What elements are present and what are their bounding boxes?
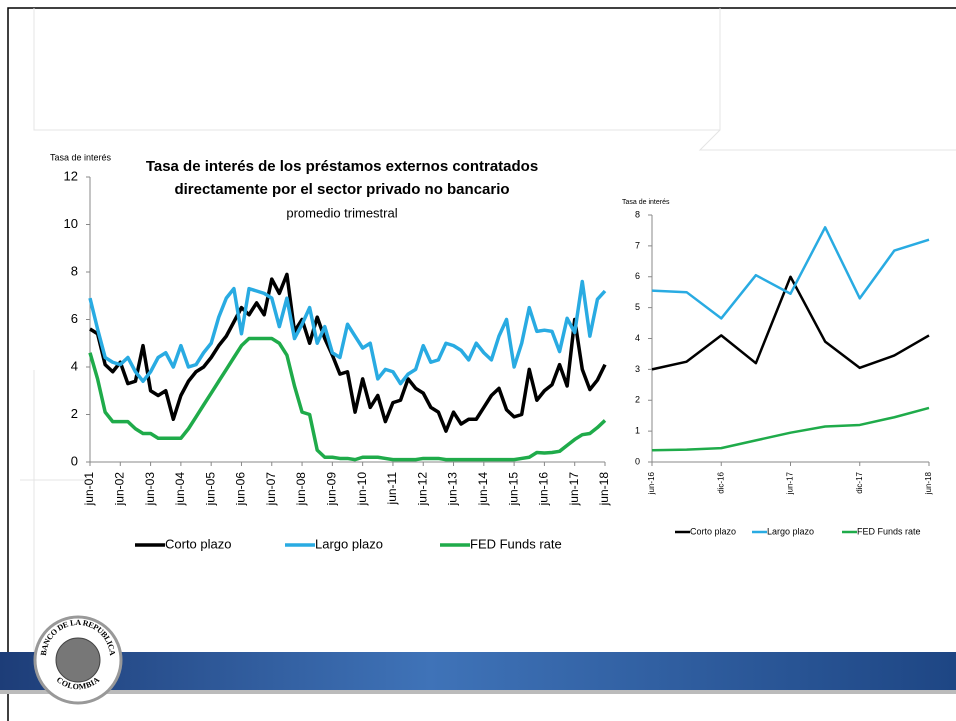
logo: BANCO DE LA REPUBLICA COLOMBIA bbox=[33, 615, 123, 705]
y-tick-label: 8 bbox=[71, 263, 78, 278]
x-tick-label: jun-02 bbox=[112, 472, 126, 507]
x-tick-label: jun-11 bbox=[385, 472, 399, 506]
x-tick-label: jun-18 bbox=[924, 471, 933, 495]
chart-title: directamente por el sector privado no ba… bbox=[174, 181, 509, 198]
x-tick-label: jun-05 bbox=[203, 472, 217, 507]
x-tick-label: jun-17 bbox=[567, 472, 581, 507]
y-tick-label: 5 bbox=[635, 302, 640, 312]
y-tick-label: 4 bbox=[71, 358, 78, 373]
footer-shadow bbox=[0, 690, 956, 694]
y-tick-label: 2 bbox=[71, 406, 78, 421]
line-series bbox=[651, 275, 930, 371]
x-tick-label: jun-07 bbox=[264, 472, 278, 507]
y-tick-label: 2 bbox=[635, 395, 640, 405]
x-tick-label: jun-03 bbox=[143, 472, 157, 507]
legend-label: FED Funds rate bbox=[470, 536, 562, 551]
y-tick-label: 0 bbox=[635, 456, 640, 466]
line-series bbox=[88, 279, 607, 386]
y-tick-label: 4 bbox=[635, 333, 640, 343]
x-tick-label: jun-18 bbox=[597, 472, 611, 507]
footer-band bbox=[0, 652, 956, 690]
legend-label: FED Funds rate bbox=[857, 526, 921, 536]
x-tick-label: jun-06 bbox=[234, 472, 248, 507]
y-tick-label: 6 bbox=[71, 311, 78, 326]
x-tick-label: jun-12 bbox=[415, 472, 429, 507]
x-tick-label: jun-16 bbox=[647, 471, 656, 495]
y-tick-label: 10 bbox=[64, 216, 78, 231]
x-tick-label: jun-10 bbox=[355, 472, 369, 507]
x-tick-label: jun-17 bbox=[786, 471, 795, 495]
decor-lines bbox=[20, 8, 956, 690]
x-tick-label: dic-17 bbox=[855, 471, 864, 493]
y-tick-label: 6 bbox=[635, 271, 640, 281]
legend-label: Largo plazo bbox=[315, 536, 383, 551]
slide-border bbox=[7, 7, 956, 721]
y-axis-label: Tasa de interés bbox=[50, 152, 112, 162]
x-tick-label: jun-08 bbox=[294, 472, 308, 507]
x-tick-label: dic-16 bbox=[716, 471, 725, 493]
y-axis-label: Tasa de interés bbox=[622, 199, 670, 206]
chart-subtitle: promedio trimestral bbox=[286, 205, 397, 220]
y-tick-label: 3 bbox=[635, 364, 640, 374]
x-tick-label: jun-14 bbox=[476, 472, 490, 507]
legend-label: Corto plazo bbox=[165, 536, 231, 551]
x-tick-label: jun-16 bbox=[537, 472, 551, 507]
x-tick-label: jun-15 bbox=[506, 472, 520, 507]
x-tick-label: jun-01 bbox=[82, 472, 96, 507]
x-tick-label: jun-13 bbox=[446, 472, 460, 507]
x-tick-label: jun-09 bbox=[325, 472, 339, 507]
line-series bbox=[88, 336, 607, 462]
y-tick-label: 7 bbox=[635, 240, 640, 250]
y-tick-label: 12 bbox=[64, 168, 78, 183]
x-tick-label: jun-04 bbox=[173, 472, 187, 507]
legend-label: Largo plazo bbox=[767, 526, 814, 536]
legend-label: Corto plazo bbox=[690, 526, 736, 536]
chart-title: Tasa de interés de los préstamos externo… bbox=[146, 158, 538, 175]
line-series bbox=[651, 406, 930, 452]
y-tick-label: 8 bbox=[635, 209, 640, 219]
y-tick-label: 1 bbox=[635, 426, 640, 436]
line-series bbox=[89, 272, 607, 433]
line-series bbox=[651, 226, 930, 320]
y-tick-label: 0 bbox=[71, 453, 78, 468]
